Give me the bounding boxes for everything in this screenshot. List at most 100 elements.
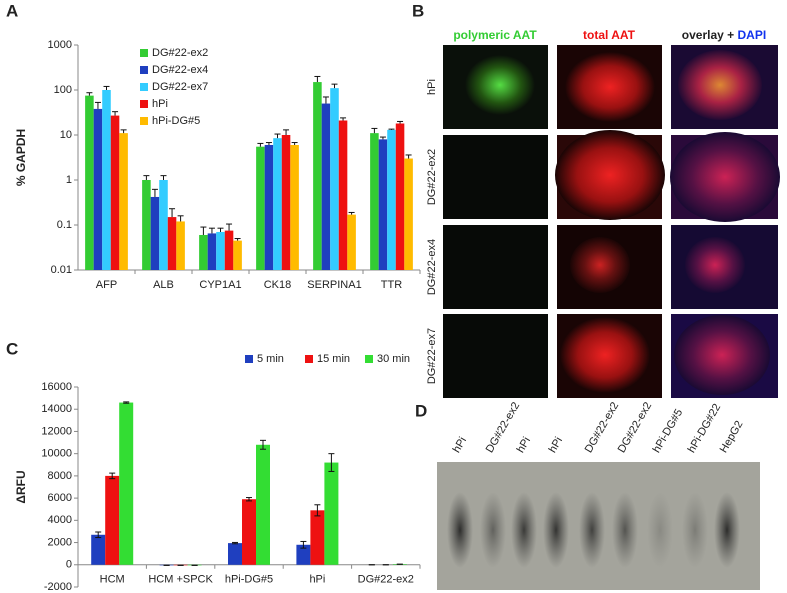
bar [176,221,185,270]
error-bar [257,142,264,147]
error-bar [123,401,130,404]
legend-swatch [245,355,253,363]
legend-label: hPi-DG#5 [152,115,200,127]
error-bar [169,208,176,218]
bar [264,144,274,270]
gel-band [714,492,740,568]
error-bar [112,111,119,116]
micrograph-signal [670,132,780,222]
error-bar [274,133,281,139]
y-tick-label: -2000 [44,581,72,593]
bar [242,499,256,565]
legend-swatch [365,355,373,363]
column-header: polymeric AAT [453,28,537,42]
gel-lanes [447,492,740,568]
error-bar [208,227,215,234]
y-axis-title: ΔRFU [14,470,28,503]
bar [228,543,242,565]
x-tick-label: ALB [153,279,174,291]
bar [330,88,339,270]
panel-label: B [412,1,424,20]
error-bar [120,129,127,134]
y-tick-label: 16000 [41,381,72,393]
gel-band [647,492,673,568]
y-tick-label: 10000 [41,448,72,460]
y-tick-label: 6000 [48,492,72,504]
bar [256,146,265,270]
error-bar [95,531,102,539]
bar [119,133,128,270]
error-bar [103,85,110,90]
error-bar [331,83,338,89]
error-bar [314,504,321,517]
y-tick-label: 0.01 [51,264,72,276]
y-tick-label: 2000 [48,536,72,548]
x-tick-label: HCM +SPCK [148,574,213,586]
x-tick-label: hPi-DG#5 [225,574,273,586]
panel-label: D [415,401,427,420]
y-tick-label: 100 [54,84,72,96]
error-bar [314,75,321,83]
y-tick-label: 1 [66,174,72,186]
bar [321,103,331,270]
y-tick-label: 12000 [41,425,72,437]
bar [93,108,103,271]
gel-band [682,492,708,568]
bar [290,144,299,270]
lane-label: HepG2 [718,419,746,455]
legend-swatch [140,117,148,125]
x-tick-label: SERPINA1 [307,279,361,291]
bar [296,544,311,565]
gel-band [511,492,537,568]
error-bar [143,175,150,180]
error-bar [86,92,93,96]
header-part: DAPI [738,28,767,42]
bar [142,180,151,270]
y-tick-label: 10 [60,129,72,141]
bar [105,475,120,565]
legend-swatch [140,66,148,74]
bar [273,138,282,270]
x-tick-label: DG#22-ex2 [358,574,414,586]
error-bar [397,120,404,124]
micrograph [443,314,548,398]
bar [281,135,291,270]
gel-band [579,492,605,568]
legend-label: 5 min [257,353,284,365]
gel-band [447,492,473,568]
legend-swatch [140,100,148,108]
column-header: total AAT [583,28,636,42]
error-bar [260,439,266,450]
legend-swatch [305,355,313,363]
bar [207,233,217,270]
bar [310,510,325,565]
legend-label: 15 min [317,353,350,365]
error-bar [94,101,101,109]
row-label: DG#22-ex7 [426,328,438,384]
panel-label: C [6,339,18,358]
error-bar [217,227,224,232]
bar [85,95,94,270]
row-label: DG#22-ex4 [426,239,438,295]
error-bar [246,497,252,502]
legend-label: hPi [152,98,168,110]
lane-label: DG#22-ex2 [616,400,655,455]
row-label: hPi [426,79,438,95]
y-tick-label: 4000 [48,514,72,526]
bar [102,90,111,270]
lane-label: hPi-DG#22 [686,402,724,455]
error-bar [283,129,290,135]
y-tick-label: 1000 [48,39,72,51]
legend-swatch [140,83,148,91]
error-bar [151,188,158,197]
bar [256,444,270,565]
bar [224,230,234,270]
y-tick-label: 0 [66,559,72,571]
micrograph-signal [674,315,770,395]
error-bar [234,238,241,241]
gel-band [543,492,569,568]
error-bar [300,540,307,549]
micrograph-signal [570,237,630,293]
